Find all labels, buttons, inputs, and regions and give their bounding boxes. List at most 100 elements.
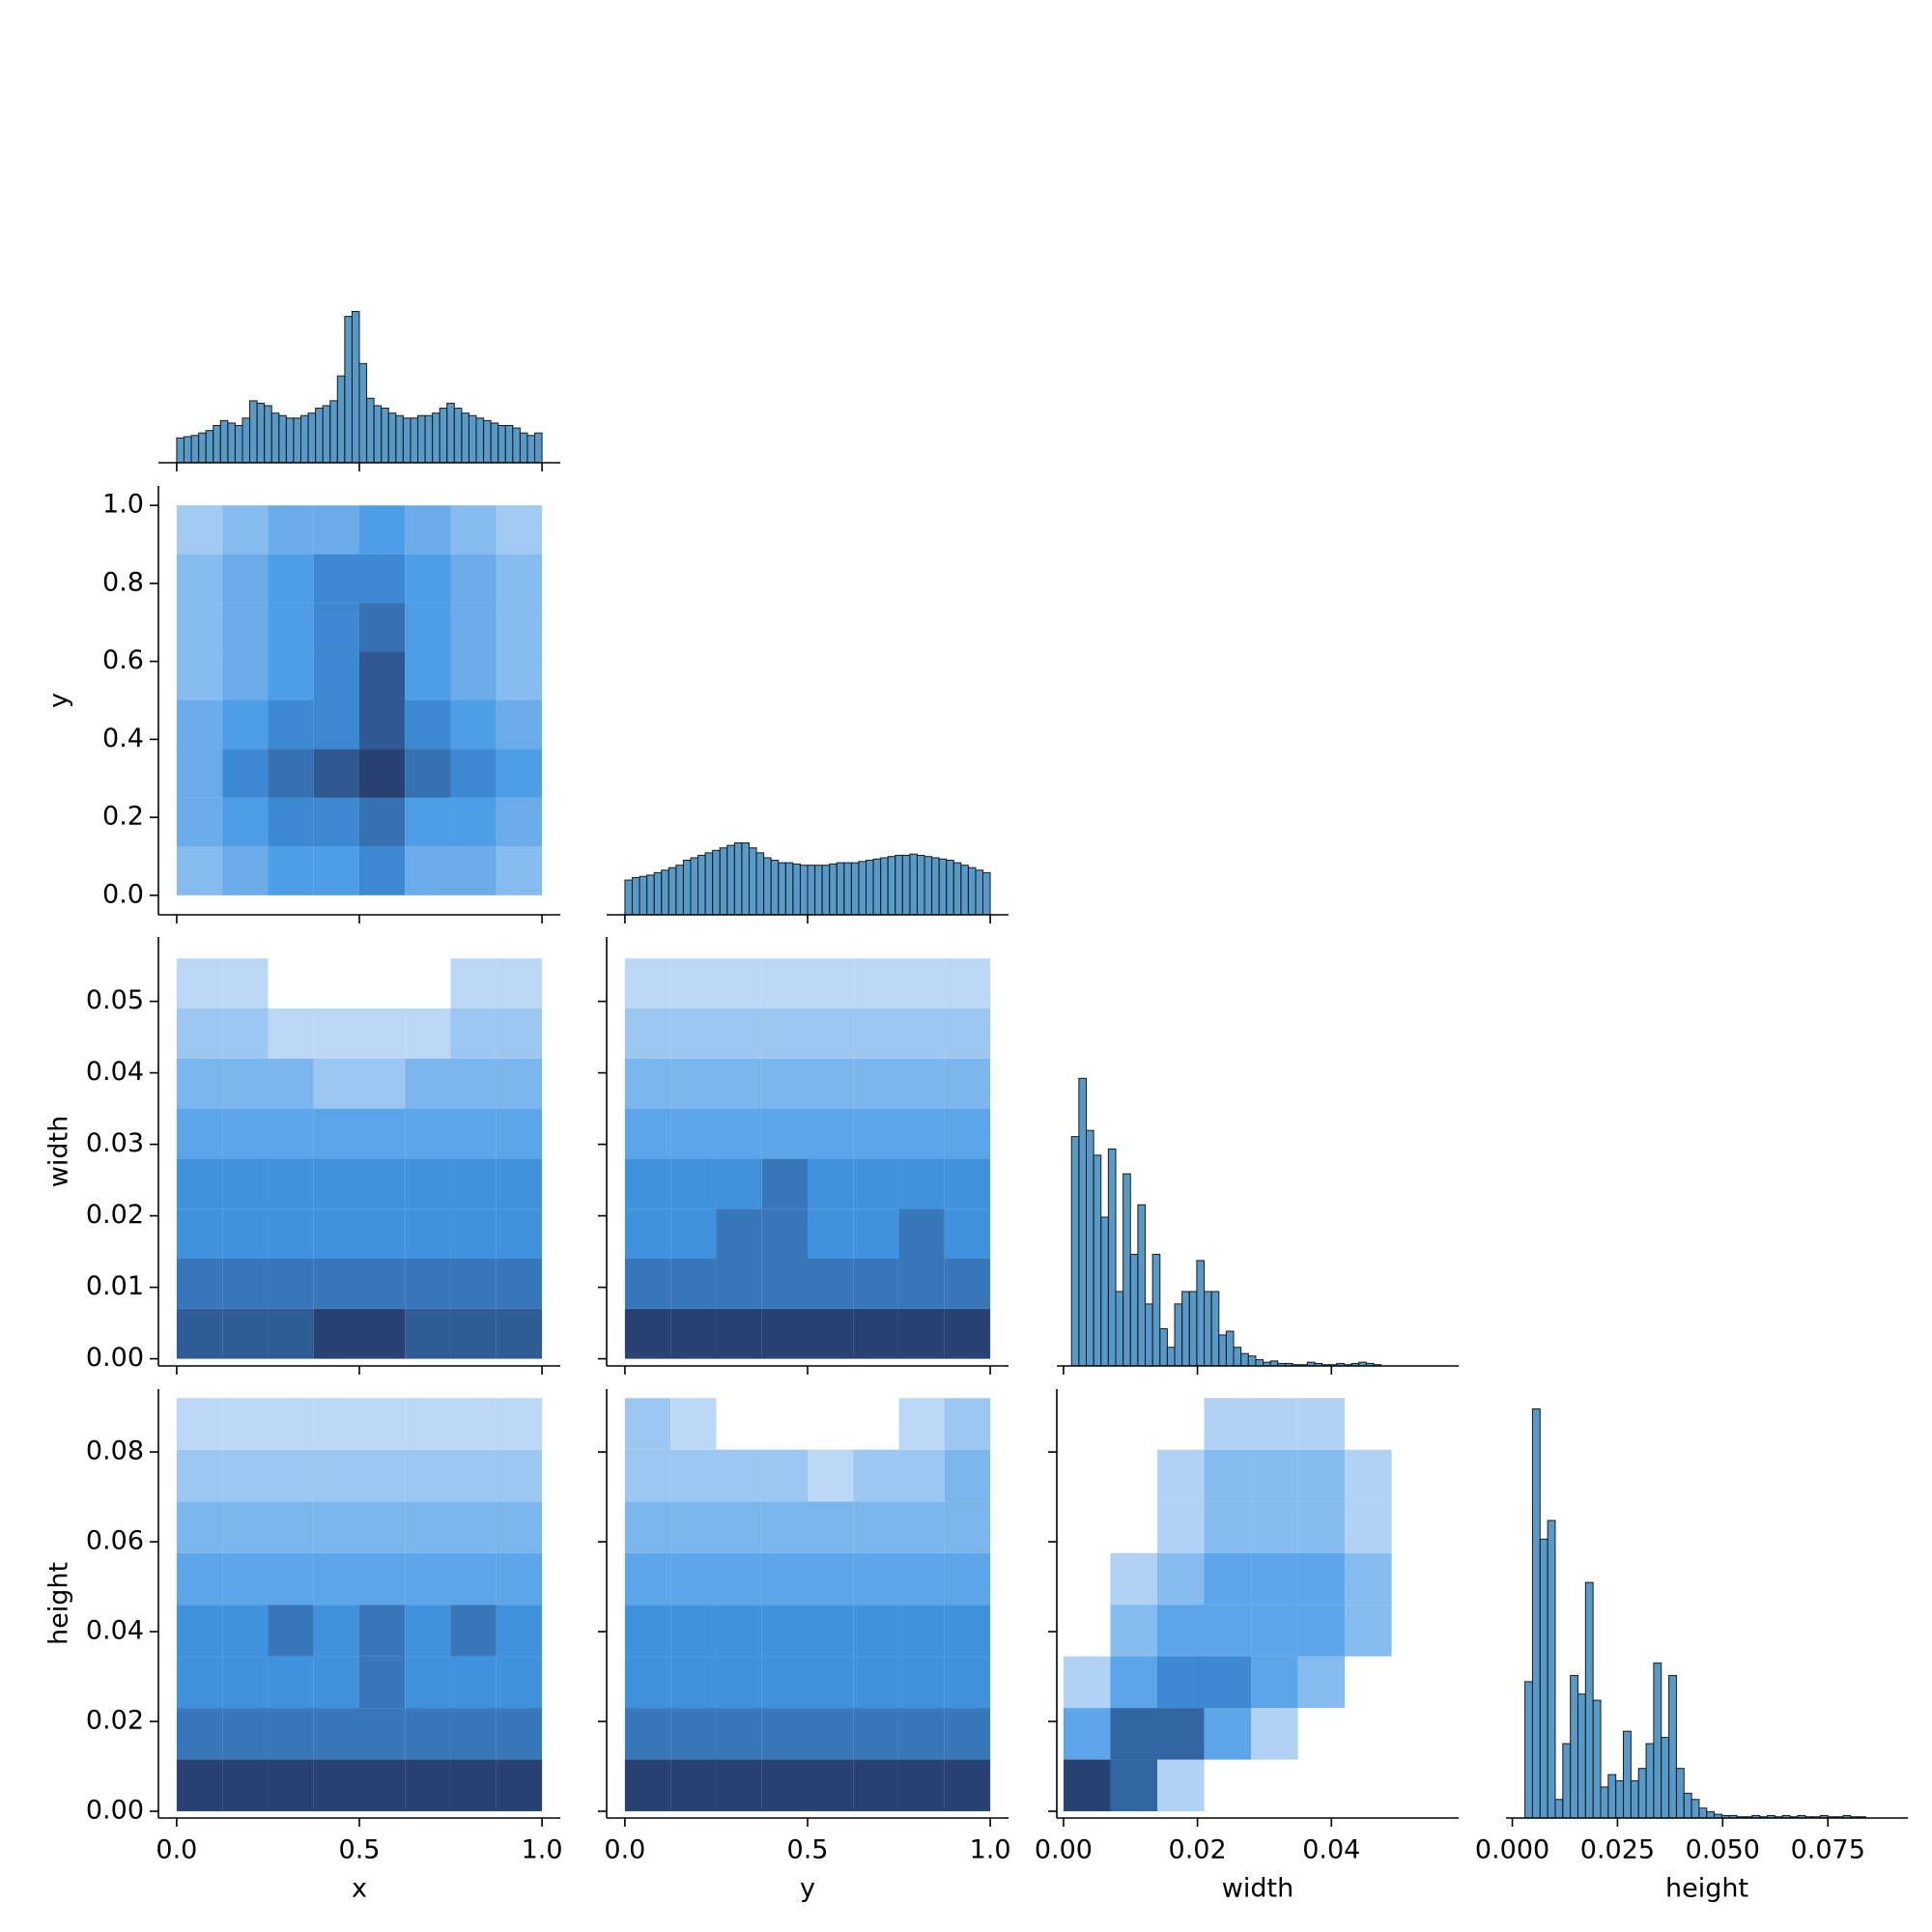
y-tick-label: 0.05 [86,985,144,1015]
hist-bar [351,310,360,464]
y-tick-label: 0.03 [86,1128,144,1158]
hist2d-cell [268,958,313,1009]
hist2d-cell [944,1759,991,1812]
hist-bar [256,402,266,464]
hist2d-cell [1110,1708,1157,1760]
y-tick-label: 0.02 [86,1200,144,1230]
hist2d-cell [1392,1450,1439,1501]
hist2d-cell [313,1449,359,1502]
hist2d-cell [1297,1398,1346,1450]
hist2d-cell [222,1398,269,1450]
hist-bar [1645,1743,1655,1819]
hist2d-cell [222,749,269,798]
hist-bar [733,842,743,916]
hist2d-cell [853,1259,899,1309]
hist-bar [1218,1334,1227,1367]
hist2d-cell [1251,1449,1298,1502]
hist-bar [278,414,287,464]
hist2d-cell [716,958,762,1009]
x-tick-label: 0.025 [1580,1835,1655,1865]
hist-bar [504,425,514,464]
hist2d-cell [761,1656,808,1709]
hist2d-cell [405,1398,451,1450]
hist2d-cell [808,1009,854,1059]
hist2d-cell [405,1158,451,1209]
hist-bar [264,405,272,464]
hist2d-cell [313,554,359,604]
hist2d-cell [670,1398,717,1450]
hist2d-cell [716,1208,762,1259]
hist-bar [1668,1674,1677,1819]
hist2d-cell [761,1158,808,1209]
hist-bar [358,362,368,464]
hist2d-cell [359,603,406,652]
hist2d-cell [405,651,451,700]
hist2d-cell [313,1108,359,1159]
hist2d-cell [624,1398,671,1450]
hist2d-cell [853,1708,899,1760]
hist2d-cell [359,1552,406,1605]
hist2d-cell [176,1605,223,1657]
hist2d-cell [222,1009,269,1059]
hist-bar [653,871,663,916]
hist2d-cell [176,797,223,847]
hist2d-cell [761,1259,808,1309]
hist2d-cell [268,505,314,554]
hist2d-cell [359,797,406,847]
hist2d-cell [496,700,543,750]
hist-bar [704,852,714,916]
hist-bar [1690,1799,1700,1819]
hist2d-cell [496,1449,543,1502]
hist-bar [219,419,229,464]
hist2d-cell [944,1259,991,1309]
hist-bar [1181,1291,1190,1367]
hist2d-cell [222,1759,269,1812]
hist2d-cell [1345,1398,1392,1449]
hist2d-cell [761,1009,808,1059]
hist2d-cell [1251,1656,1298,1709]
hist2d-cell [222,1208,269,1259]
hist2d-cell [496,1308,543,1359]
hist2d-cell [405,749,451,798]
hist2d-cell [359,1449,406,1502]
y-tick-label: 0.00 [86,1796,144,1826]
hist2d-cell [808,1259,854,1309]
hist2d-cell [268,1605,314,1657]
hist2d-cell [944,1398,991,1450]
hist2d-cell [313,1708,359,1760]
hist-bar [410,417,419,464]
hist-bar [1240,1352,1249,1367]
hist-bar [748,847,757,916]
hist2d-cell [898,1259,945,1309]
hist2d-cell [176,1108,223,1159]
hist2d-cell [670,1449,717,1502]
hist-bar [307,412,317,464]
hist2d-cell [359,1708,406,1760]
hist2d-cell [496,1398,543,1450]
y-tick-label: 0.0 [102,879,144,909]
hist2d-cell [808,1108,854,1159]
hist2d-cell [808,1308,854,1359]
hist2d-cell [359,554,406,604]
hist2d-cell [313,846,359,895]
x-tick-label: 0.000 [1475,1835,1549,1865]
hist2d-cell [313,1009,359,1059]
hist2d-cell [624,1449,671,1502]
hist2d-cell [313,1158,359,1209]
hist-bar [1653,1662,1662,1819]
hist-bar [923,856,933,916]
hist-bar [763,857,772,916]
hist2d-cell [405,1708,451,1760]
hist2d-cell [405,554,451,604]
hist-bar [1107,1148,1117,1367]
hist2d-cell [853,1308,899,1359]
hist-bar [1151,1254,1161,1367]
hist2d-cell [761,1759,808,1812]
hist2d-cell [944,1208,991,1259]
hist2d-cell [853,1449,899,1502]
hist2d-cell [176,651,223,700]
hist2d-cell [405,1552,451,1605]
hist2d-cell [450,797,497,847]
hist-bar [1129,1254,1139,1367]
hist2d-cell [496,505,543,554]
